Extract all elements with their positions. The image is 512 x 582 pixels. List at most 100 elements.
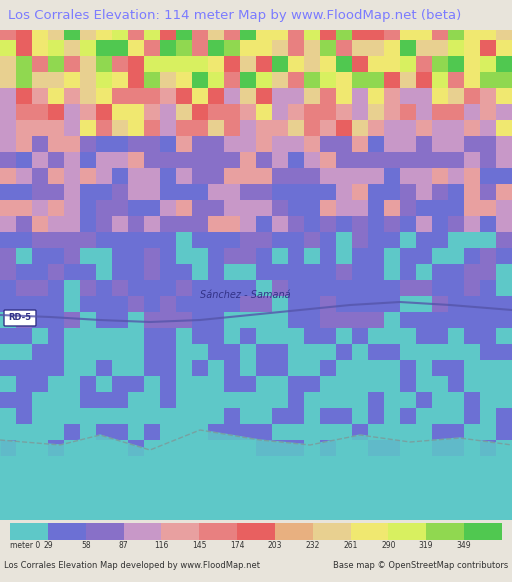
Bar (16, 72, 32, 88)
Bar (176, 104, 192, 120)
Bar (368, 136, 384, 152)
Bar (464, 504, 480, 520)
Text: 145: 145 (192, 541, 206, 550)
Bar (128, 280, 144, 296)
Bar (320, 72, 336, 88)
Bar (16, 328, 32, 344)
Bar (448, 40, 464, 56)
Bar (80, 168, 96, 184)
Bar (272, 424, 288, 440)
Bar (464, 40, 480, 56)
Bar (16, 24, 32, 40)
Bar (64, 24, 80, 40)
Bar (432, 312, 448, 328)
Bar (336, 120, 352, 136)
Bar (400, 232, 416, 248)
Bar (304, 296, 320, 312)
Bar (384, 392, 400, 408)
Bar (448, 328, 464, 344)
Bar (240, 392, 256, 408)
Bar (304, 24, 320, 40)
Bar (256, 408, 272, 424)
Bar (416, 8, 432, 24)
Bar (384, 24, 400, 40)
Bar (0, 360, 16, 376)
Bar (400, 120, 416, 136)
Bar (368, 88, 384, 104)
Bar (192, 88, 208, 104)
Bar (464, 408, 480, 424)
Bar (272, 360, 288, 376)
Bar (192, 104, 208, 120)
Bar (80, 360, 96, 376)
Bar (128, 136, 144, 152)
Bar (480, 120, 496, 136)
Bar (96, 72, 112, 88)
Bar (464, 216, 480, 232)
Bar (352, 440, 368, 456)
Bar (256, 312, 272, 328)
Bar (288, 232, 304, 248)
Bar (320, 360, 336, 376)
Bar (416, 296, 432, 312)
Bar (368, 344, 384, 360)
Bar (80, 392, 96, 408)
FancyBboxPatch shape (4, 310, 36, 326)
Bar (80, 136, 96, 152)
Bar (208, 504, 224, 520)
Bar (464, 360, 480, 376)
Bar (272, 216, 288, 232)
Bar (96, 152, 112, 168)
Bar (304, 264, 320, 280)
Bar (416, 280, 432, 296)
Bar (464, 104, 480, 120)
Bar (144, 280, 160, 296)
Bar (112, 296, 128, 312)
Bar (64, 168, 80, 184)
Bar (400, 360, 416, 376)
Bar (384, 424, 400, 440)
Bar (256, 248, 272, 264)
Bar (352, 72, 368, 88)
Bar (464, 184, 480, 200)
Bar (192, 504, 208, 520)
Bar (416, 24, 432, 40)
Bar (112, 152, 128, 168)
Bar (208, 168, 224, 184)
Bar (224, 472, 240, 488)
Bar (432, 488, 448, 504)
Bar (384, 328, 400, 344)
Bar (32, 392, 48, 408)
Bar (352, 120, 368, 136)
Bar (96, 232, 112, 248)
Bar (64, 40, 80, 56)
Bar (192, 424, 208, 440)
Bar (480, 88, 496, 104)
Bar (128, 504, 144, 520)
Bar (464, 344, 480, 360)
Bar (272, 88, 288, 104)
Bar (320, 88, 336, 104)
Bar (432, 504, 448, 520)
Bar (432, 200, 448, 216)
Bar (208, 104, 224, 120)
Bar (416, 248, 432, 264)
Bar (368, 488, 384, 504)
Bar (208, 376, 224, 392)
Bar (320, 24, 336, 40)
Bar (208, 392, 224, 408)
Bar (112, 504, 128, 520)
Bar (288, 8, 304, 24)
Bar (208, 184, 224, 200)
Bar (0, 376, 16, 392)
Bar (64, 200, 80, 216)
Bar (256, 72, 272, 88)
Bar (176, 392, 192, 408)
Bar (448, 248, 464, 264)
Bar (320, 504, 336, 520)
Bar (96, 168, 112, 184)
Bar (16, 8, 32, 24)
Bar (496, 200, 512, 216)
Bar (304, 440, 320, 456)
Bar (0, 104, 16, 120)
